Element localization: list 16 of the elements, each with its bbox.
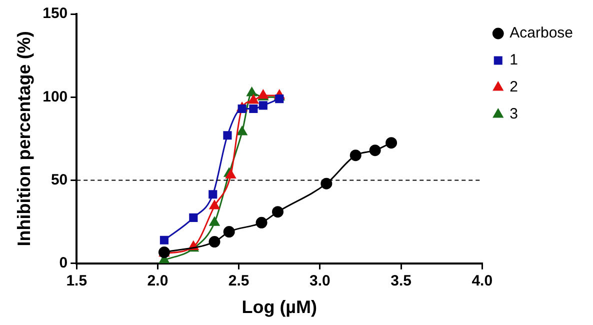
legend-label: 1 [510, 52, 518, 69]
x-tick-label: 2.0 [147, 272, 168, 290]
x-axis-title: Log (µM) [242, 297, 318, 318]
y-tick-label: 100 [42, 88, 68, 106]
x-tick-label: 2.5 [228, 272, 250, 290]
y-axis-title: Inhibition percentage (%) [14, 31, 34, 246]
y-tick-label: 0 [59, 254, 68, 272]
y-tick-label: 50 [50, 171, 68, 188]
x-tick-label: 4.0 [472, 272, 493, 290]
legend-label: 2 [510, 78, 518, 96]
legend-label: Acarbose [510, 24, 574, 42]
y-tick-label: 150 [42, 5, 68, 22]
x-tick-label: 1.5 [66, 272, 88, 290]
legend-label: 3 [510, 106, 518, 123]
x-tick-label: 3.0 [310, 272, 330, 290]
x-tick-label: 3.5 [390, 272, 412, 290]
